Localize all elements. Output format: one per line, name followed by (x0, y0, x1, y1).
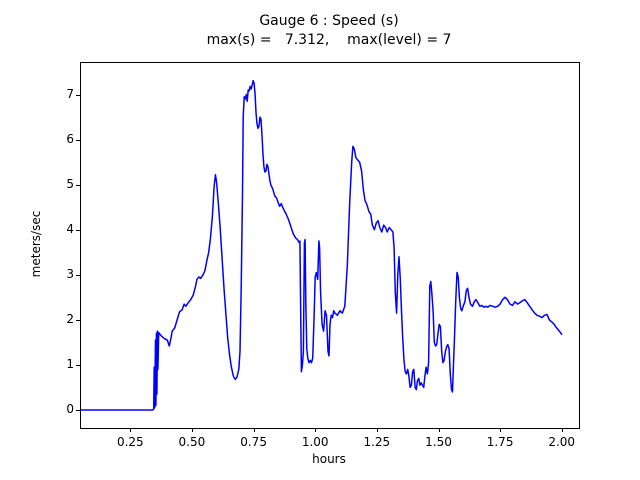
speed-line-svg (81, 79, 563, 411)
y-axis-label: meters/sec (29, 210, 43, 278)
x-tick-mark (130, 428, 132, 432)
x-tick-mark (191, 428, 193, 432)
y-tick-mark (76, 319, 80, 321)
plot-area (80, 62, 580, 429)
y-tick-label: 1 (66, 356, 74, 371)
chart-title: Gauge 6 : Speed (s) (259, 13, 399, 29)
x-axis-label: hours (312, 452, 346, 466)
x-tick-mark (438, 428, 440, 432)
y-tick-label: 4 (66, 221, 74, 236)
x-tick-label: 1.75 (486, 435, 514, 449)
y-tick-label: 6 (66, 131, 74, 146)
y-tick-label: 2 (66, 311, 74, 326)
y-tick-mark (76, 139, 80, 141)
y-tick-label: 0 (66, 402, 74, 416)
x-tick-label: 1.25 (363, 435, 391, 449)
x-tick-label: 2.00 (548, 435, 576, 449)
y-tick-mark (76, 274, 80, 276)
chart-title-block: Gauge 6 : Speed (s) max(s) = 7.312, max(… (80, 12, 578, 50)
x-tick-label: 0.25 (116, 435, 144, 449)
y-tick-label: 7 (66, 86, 74, 101)
x-tick-label: 0.50 (178, 435, 206, 449)
x-tick-label: 1.00 (301, 435, 329, 449)
y-tick-mark (76, 229, 80, 231)
y-tick-mark (76, 364, 80, 366)
x-tick-mark (315, 428, 317, 432)
speed-line (81, 79, 563, 411)
x-tick-mark (500, 428, 502, 432)
chart-subtitle: max(s) = 7.312, max(level) = 7 (206, 32, 452, 48)
y-tick-mark (76, 184, 80, 186)
x-tick-mark (253, 428, 255, 432)
y-tick-mark (76, 94, 80, 96)
y-tick-mark (76, 410, 80, 411)
x-tick-mark (561, 428, 563, 432)
x-tick-mark (376, 428, 378, 432)
x-tick-label: 0.75 (240, 435, 267, 449)
y-tick-label: 3 (66, 266, 74, 281)
y-tick-label: 5 (66, 176, 74, 191)
x-tick-label: 1.50 (425, 435, 452, 449)
